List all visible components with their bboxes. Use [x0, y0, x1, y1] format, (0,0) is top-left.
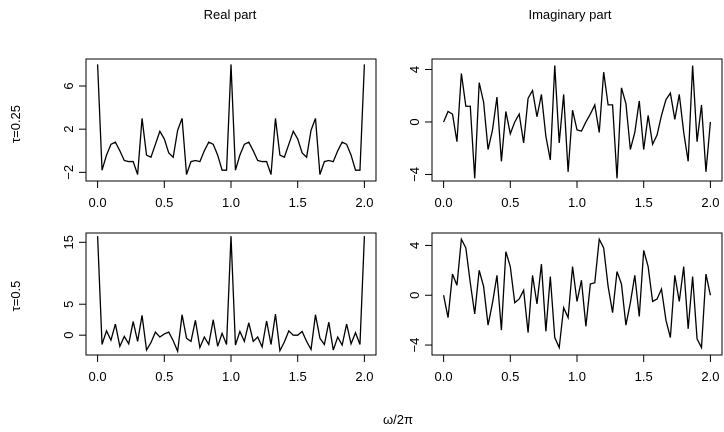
series-line-top-right-0: [443, 65, 712, 179]
panel-bottom-left: 0.0 0.5 1.0 1.5 2.0 0 5 15: [61, 232, 377, 384]
x-tick-label-bottom-right-3: 1.5: [635, 369, 653, 384]
x-tick-label-top-right-1: 0.5: [501, 195, 519, 210]
x-tick-label-top-right-0: 0.0: [435, 195, 453, 210]
y-tick-label-top-left-2: 6: [61, 82, 76, 89]
x-tick-label-top-left-4: 2.0: [355, 195, 373, 210]
panel-top-left: 0.0 0.5 1.0 1.5 2.0 −2 2 6: [61, 58, 377, 210]
y-tick-label-top-left-1: 2: [61, 126, 76, 133]
y-tick-label-bottom-left-0: 0: [61, 332, 76, 339]
panel-top-right: 0.0 0.5 1.0 1.5 2.0 −4 0 4: [407, 58, 723, 210]
y-tick-label-top-left-0: −2: [61, 165, 76, 180]
column-title-real-part: Real part: [204, 7, 257, 22]
x-tick-label-bottom-right-4: 2.0: [701, 369, 719, 384]
x-tick-label-bottom-left-1: 0.5: [155, 369, 173, 384]
row-label-tau-0.5: τ=0.5: [8, 281, 23, 312]
x-tick-label-bottom-right-1: 0.5: [501, 369, 519, 384]
series-line-bottom-left-0: [96, 236, 366, 354]
x-tick-label-top-right-4: 2.0: [701, 195, 719, 210]
y-tick-label-top-right-2: 4: [407, 66, 422, 73]
x-tick-label-bottom-right-2: 1.0: [568, 369, 586, 384]
series-line-top-left-0: [96, 64, 366, 175]
y-tick-label-bottom-left-1: 5: [61, 301, 76, 308]
column-title-imaginary-part: Imaginary part: [528, 7, 611, 22]
panel-bottom-right: 0.0 0.5 1.0 1.5 2.0 −4 0 4: [407, 232, 723, 384]
x-tick-label-top-left-1: 0.5: [155, 195, 173, 210]
y-tick-label-top-right-0: −4: [407, 167, 422, 182]
y-tick-label-top-right-1: 0: [407, 118, 422, 125]
y-tick-label-bottom-left-2: 15: [61, 235, 76, 249]
x-tick-label-top-left-0: 0.0: [89, 195, 107, 210]
x-tick-label-bottom-right-0: 0.0: [435, 369, 453, 384]
x-tick-label-top-right-2: 1.0: [568, 195, 586, 210]
x-tick-label-top-right-3: 1.5: [635, 195, 653, 210]
y-tick-label-bottom-right-0: −4: [407, 338, 422, 353]
x-tick-label-top-left-3: 1.5: [289, 195, 307, 210]
x-tick-label-bottom-left-3: 1.5: [289, 369, 307, 384]
y-tick-label-bottom-right-1: 0: [407, 292, 422, 299]
shared-x-axis-label: ω/2π: [383, 412, 413, 427]
x-tick-label-bottom-left-4: 2.0: [355, 369, 373, 384]
x-tick-label-bottom-left-2: 1.0: [222, 369, 240, 384]
y-tick-label-bottom-right-2: 4: [407, 242, 422, 249]
series-line-bottom-right-0: [442, 236, 712, 350]
x-tick-label-top-left-2: 1.0: [222, 195, 240, 210]
row-label-tau-0.25: τ=0.25: [8, 105, 23, 143]
x-tick-label-bottom-left-0: 0.0: [89, 369, 107, 384]
